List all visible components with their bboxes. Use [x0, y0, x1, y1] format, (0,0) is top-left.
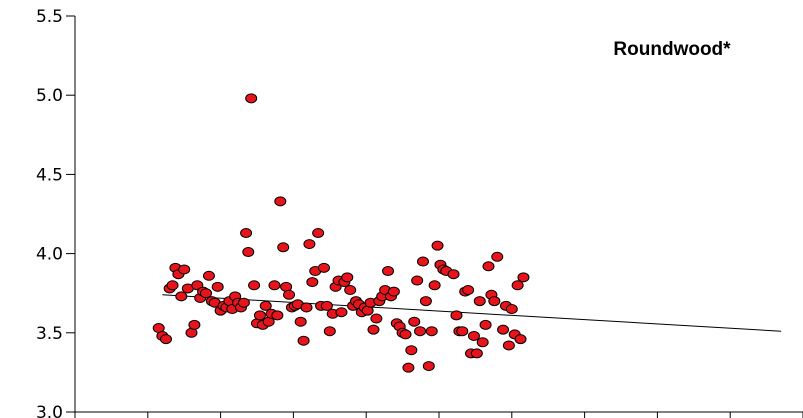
- data-point: [300, 302, 313, 313]
- data-point: [320, 300, 333, 311]
- data-point: [511, 280, 524, 291]
- data-point: [411, 275, 424, 286]
- data-point: [456, 326, 469, 337]
- data-point: [277, 242, 290, 253]
- data-point: [514, 334, 527, 345]
- data-point: [335, 307, 348, 318]
- data-point: [387, 286, 400, 297]
- data-point: [367, 324, 380, 335]
- data-point: [517, 272, 530, 283]
- data-point: [271, 310, 284, 321]
- data-point: [175, 291, 188, 302]
- data-point: [160, 334, 172, 345]
- data-point: [462, 285, 475, 296]
- data-point: [237, 297, 250, 308]
- data-point: [450, 310, 463, 321]
- y-tick-label: 3.0: [36, 403, 63, 418]
- data-point: [259, 300, 272, 311]
- y-tick-label: 5.5: [36, 7, 63, 27]
- data-point: [178, 264, 191, 275]
- data-point: [253, 310, 266, 321]
- data-point: [428, 280, 441, 291]
- axes: 3.0 3.5 4.0 4.5 5.0 5.5: [36, 7, 803, 418]
- y-tick-label: 4.0: [36, 245, 63, 265]
- data-point: [419, 296, 432, 307]
- data-point: [306, 277, 319, 288]
- data-point: [425, 326, 438, 337]
- data-point: [245, 93, 258, 104]
- trend-line-group: [162, 294, 782, 332]
- data-point: [274, 196, 287, 207]
- trend-line: [162, 294, 782, 332]
- data-point: [188, 319, 201, 330]
- data-point: [202, 270, 215, 281]
- data-point: [405, 345, 418, 356]
- data-point: [408, 316, 421, 327]
- data-point: [370, 313, 383, 324]
- data-point: [268, 280, 281, 291]
- data-point: [344, 285, 357, 296]
- data-point: [505, 304, 518, 315]
- data-points: [152, 93, 530, 373]
- data-point: [303, 239, 316, 250]
- data-point: [294, 316, 307, 327]
- data-point: [497, 324, 510, 335]
- data-point: [447, 269, 460, 280]
- y-tick-label: 3.5: [36, 324, 63, 344]
- data-point: [399, 329, 412, 340]
- data-point: [416, 256, 429, 267]
- data-point: [402, 362, 415, 373]
- data-point: [473, 296, 486, 307]
- data-point: [341, 272, 354, 283]
- data-point: [422, 361, 435, 372]
- data-point: [470, 348, 483, 359]
- data-point: [467, 330, 480, 341]
- y-tick-label: 5.0: [36, 86, 63, 106]
- chart-title: Roundwood*: [613, 39, 731, 60]
- data-point: [431, 240, 444, 251]
- data-point: [297, 335, 310, 346]
- data-point: [476, 337, 489, 348]
- y-tick-label: 4.5: [36, 165, 63, 185]
- data-point: [382, 266, 395, 277]
- data-point: [211, 281, 224, 292]
- data-point: [242, 247, 255, 258]
- data-point: [317, 262, 330, 273]
- data-point: [414, 326, 427, 337]
- data-point: [312, 228, 325, 239]
- data-point: [491, 251, 504, 262]
- data-point: [479, 319, 492, 330]
- data-point: [502, 340, 515, 351]
- data-point: [200, 288, 213, 299]
- data-point: [248, 280, 261, 291]
- data-point: [283, 289, 296, 300]
- data-point: [323, 326, 336, 337]
- data-point: [240, 228, 253, 239]
- data-point: [482, 261, 495, 272]
- data-point: [166, 280, 179, 291]
- data-point: [488, 296, 501, 307]
